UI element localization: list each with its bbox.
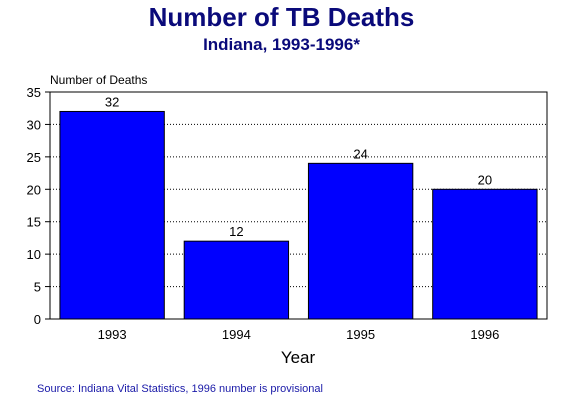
bar-1993 — [59, 110, 165, 320]
y-tick-label: 15 — [27, 215, 41, 230]
y-tick-label: 10 — [27, 247, 41, 262]
chart-title: Number of TB Deaths — [148, 2, 415, 32]
data-label: 12 — [229, 224, 243, 239]
x-tick-label: 1994 — [222, 327, 251, 342]
data-label: 24 — [353, 146, 367, 161]
y-tick-label: 30 — [27, 117, 41, 132]
x-tick-label: 1993 — [98, 327, 127, 342]
plot-frame — [49, 91, 548, 320]
y-tick-label: 20 — [27, 182, 41, 197]
x-tick-label: 1996 — [470, 327, 499, 342]
data-label: 32 — [105, 94, 119, 109]
y-tick-label: 35 — [27, 85, 41, 100]
source-note: Source: Indiana Vital Statistics, 1996 n… — [37, 383, 323, 395]
bar-1996 — [432, 188, 538, 320]
y-tick-label: 25 — [27, 150, 41, 165]
x-axis-label: Year — [280, 348, 316, 367]
bar-1994 — [183, 240, 290, 320]
y-axis-label: Number of Deaths — [50, 73, 148, 87]
data-label: 20 — [478, 172, 492, 187]
y-tick-label: 0 — [34, 312, 41, 327]
y-tick-label: 5 — [34, 280, 41, 295]
chart-subtitle: Indiana, 1993-1996* — [203, 35, 360, 54]
x-tick-label: 1995 — [346, 327, 375, 342]
bar-1995 — [307, 162, 414, 320]
